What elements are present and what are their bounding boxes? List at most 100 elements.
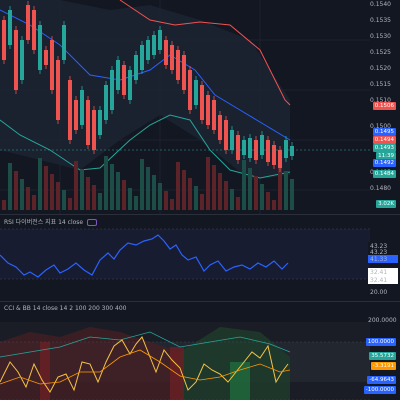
candle-body: [224, 120, 228, 150]
candle-body: [158, 30, 162, 50]
countdown-badge: 11:39: [376, 152, 396, 160]
cci-pane[interactable]: CCI & BB 14 close 14 2 100 200 300 400 2…: [0, 302, 400, 400]
last-price-badge: 0.1493: [372, 144, 396, 152]
candle-body: [206, 95, 210, 125]
candle-body: [122, 65, 126, 95]
rsi-axis-tick: 32.41: [370, 277, 387, 284]
volume-bar: [164, 191, 168, 210]
candle-body: [62, 25, 66, 60]
candle-body: [14, 30, 18, 90]
candle-body: [146, 40, 150, 60]
pane-separator-2[interactable]: [0, 301, 400, 302]
rsi-title-text: RSI 다이버전스 지표 14 close: [4, 219, 84, 226]
volume-bar: [206, 157, 210, 210]
candle-body: [86, 100, 90, 145]
candle-body: [248, 138, 252, 158]
volume-bar: [56, 182, 60, 210]
candle-body: [110, 70, 114, 110]
price-axis-tick: 0.1530: [370, 33, 391, 40]
candle-body: [80, 90, 84, 125]
volume-bar: [284, 171, 288, 210]
volume-bar: [92, 185, 96, 210]
cci-lower-badge: -64.9643: [367, 376, 396, 384]
candle-body: [284, 140, 288, 158]
volume-bar: [254, 176, 258, 210]
volume-bar: [8, 163, 12, 210]
price-axis-tick: 0.1480: [370, 185, 391, 192]
rsi-axis-tick: 32.41: [370, 269, 387, 276]
volume-bar: [38, 158, 42, 210]
volume-bar: [32, 195, 36, 210]
rsi-axis-tick: 41.33: [370, 256, 387, 263]
ma-line: [0, 9, 291, 141]
volume-bar: [20, 179, 24, 210]
volume-bar: [272, 200, 276, 210]
candle-body: [98, 110, 102, 135]
candle-body: [20, 40, 24, 80]
pane-separator[interactable]: [0, 214, 400, 215]
volume-bar: [68, 198, 72, 210]
candle-body: [272, 145, 276, 165]
price-axis-tick: 0.1500: [370, 123, 391, 130]
volume-bar: [290, 179, 294, 210]
volume-bar: [44, 166, 48, 210]
candle-body: [164, 40, 168, 65]
candle-body: [2, 20, 6, 60]
price-axis-tick: 0.1540: [370, 1, 391, 8]
candle-body: [188, 70, 192, 110]
cci-chart[interactable]: 200.0000: [0, 302, 400, 400]
candle-body: [128, 70, 132, 100]
cci-axis: 200.0000: [368, 317, 397, 324]
candles: [2, 1, 294, 172]
volume-bar: [14, 171, 18, 210]
volume-bar: [2, 200, 6, 210]
rsi-title[interactable]: RSI 다이버전스 지표 14 close: [4, 217, 98, 226]
candle-body: [152, 35, 156, 55]
rsi-axis-tick: 43.23: [370, 249, 387, 256]
cci-title[interactable]: CCI & BB 14 close 14 2 100 200 300 400: [4, 305, 126, 312]
rsi-axis-bg: [368, 268, 398, 276]
volume-bar: [140, 159, 144, 210]
volume-bar: [278, 163, 282, 210]
cci-signal-line: [0, 349, 291, 385]
upper-band-line: [119, 0, 291, 106]
candle-body: [290, 146, 294, 156]
level-b-badge: 0.1494: [372, 136, 396, 144]
volume-bar: [248, 168, 252, 210]
rsi-pane[interactable]: RSI 다이버전스 지표 14 close 43.23 43.23 41.33 32.…: [0, 215, 400, 301]
volume-bar: [80, 169, 84, 210]
volume-bar: [104, 156, 108, 210]
volume-bar: [110, 164, 114, 210]
volume-bars: [2, 156, 294, 210]
volume-bar: [86, 177, 90, 210]
candle-body: [68, 80, 72, 140]
candle-body: [236, 135, 240, 160]
volume-bar: [224, 181, 228, 210]
cci-upper-badge: 35.5732: [369, 352, 396, 360]
volume-bar: [152, 175, 156, 210]
volume-bar: [242, 160, 246, 210]
candle-body: [176, 50, 180, 80]
cci-line: [0, 336, 289, 393]
volume-bar: [200, 194, 204, 210]
candle-body: [218, 115, 222, 140]
candle-body: [38, 25, 42, 70]
price-axis-tick: 0.1525: [370, 49, 391, 56]
rsi-axis-bg: [368, 242, 398, 250]
volume-bar: [188, 178, 192, 210]
candle-body: [182, 55, 186, 90]
volume-bar: [134, 196, 138, 210]
level-a-badge: 0.1495: [372, 128, 396, 136]
volume-bar: [236, 197, 240, 210]
level-c-badge: 0.1492: [372, 159, 396, 167]
volume-bar: [128, 188, 132, 210]
rsi-axis-tick: 20.00: [370, 289, 387, 296]
candle-body: [134, 55, 138, 80]
price-chart[interactable]: 0.1540 0.1535 0.1530 0.1525 0.1520 0.1515 0.15…: [0, 0, 400, 214]
indicator-settings-icon[interactable]: [87, 219, 98, 226]
volume-bar: [170, 199, 174, 210]
price-pane[interactable]: 0.1540 0.1535 0.1530 0.1525 0.1520 0.1515 0.15…: [0, 0, 400, 214]
bollinger-fill: [0, 0, 290, 180]
